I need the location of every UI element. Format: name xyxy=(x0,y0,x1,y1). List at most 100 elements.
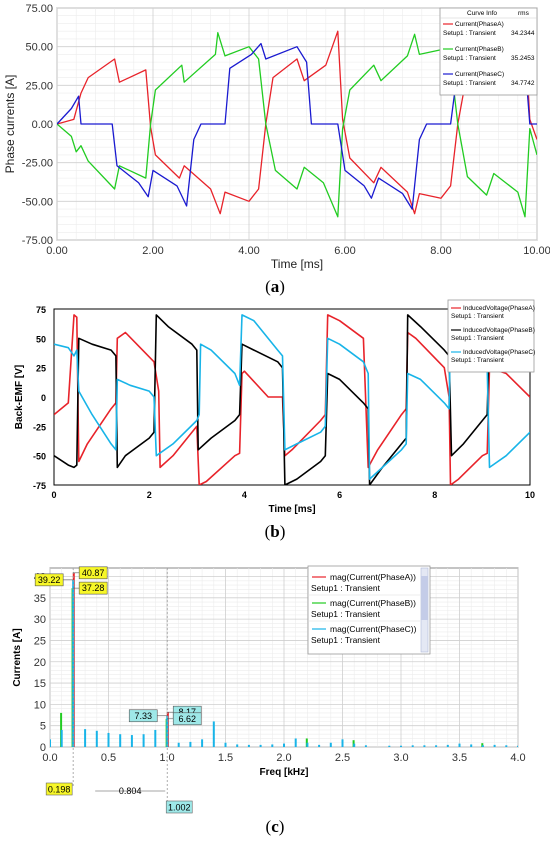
legend-entry-setup: Setup1 : Transient xyxy=(443,55,496,62)
legend-box xyxy=(307,565,431,655)
caption: (a) xyxy=(265,277,285,296)
legend-entry-name: InducedVoltage(PhaseA) xyxy=(463,305,535,312)
marker-label: 8.17 xyxy=(178,707,196,717)
y-axis-label: Currents [A] xyxy=(12,628,23,686)
y-tick-label: -25.00 xyxy=(22,158,53,170)
caption-paren-open: ( xyxy=(265,277,271,296)
y-tick-label: 75.00 xyxy=(25,3,53,15)
y-tick-label: 35 xyxy=(34,593,46,605)
x-tick-label: 4.0 xyxy=(510,752,525,764)
x-tick-label: 6.00 xyxy=(334,245,355,257)
chart-b: 0 2 4 6 8 10 75 50 25 0 -25 -50 -75 Time [ms] Back-EMF… xyxy=(14,299,535,541)
legend-entry-setup: Setup1 : Transient xyxy=(443,80,496,87)
x-axis-label: Time [ms] xyxy=(268,504,315,515)
marker-box xyxy=(128,709,158,723)
x-tick-label: 10 xyxy=(525,490,535,500)
cursor-value-box xyxy=(45,782,73,796)
legend-entry-name: mag(Current(PhaseB)) xyxy=(330,598,416,608)
marker-label: 7.33 xyxy=(134,711,152,721)
legend-entry-name: InducedVoltage(PhaseB) xyxy=(463,327,535,334)
marker-group: 40.87 39.22 37.28 8.17 7.33 6.62 xyxy=(34,566,202,726)
x-tick-label: 6 xyxy=(337,490,342,500)
legend-entry-name: Current(PhaseC) xyxy=(455,71,504,78)
y-tick-label: 50.00 xyxy=(25,42,53,54)
marker-box xyxy=(172,712,202,726)
x-tick-label: 3.0 xyxy=(393,752,408,764)
legend-entry-value: 35.2453 xyxy=(511,55,535,62)
caption-letter: b xyxy=(270,522,279,541)
legend-entry-setup: Setup1 : Transient xyxy=(451,357,504,364)
cursor-value-label: 1.002 xyxy=(168,803,191,813)
series-line-current-phaseb- xyxy=(57,32,537,218)
cursor-group: 0.804 0.198 1.002 xyxy=(45,568,193,814)
caption-paren-close: ) xyxy=(280,522,286,541)
caption: (b) xyxy=(265,522,286,541)
caption-paren-open: ( xyxy=(266,817,272,836)
legend-entry-name: mag(Current(PhaseC)) xyxy=(330,624,417,634)
caption-letter: c xyxy=(271,817,279,836)
y-tick-label: 50 xyxy=(36,334,46,344)
marker-label: 40.87 xyxy=(82,568,105,578)
series-line-inducedvoltage-phasec- xyxy=(54,314,530,480)
x-axis-label: Freq [kHz] xyxy=(260,767,309,778)
legend-box xyxy=(447,299,535,373)
y-tick-label: 5 xyxy=(40,721,46,733)
legend-entry-setup: Setup1 : Transient xyxy=(311,609,381,619)
y-tick-label: 25.00 xyxy=(25,80,53,92)
x-tick-label: 2.0 xyxy=(276,752,291,764)
chart-c: 0.00.51.01.52.02.53.03.54.04035302520151… xyxy=(12,565,526,836)
x-tick-label: 4.00 xyxy=(238,245,259,257)
y-tick-label: -75 xyxy=(33,481,46,491)
series-group xyxy=(50,572,518,747)
marker-label: 6.62 xyxy=(178,714,196,724)
y-tick-label: 75 xyxy=(36,305,46,315)
legend-entry-setup: Setup1 : Transient xyxy=(443,30,496,37)
x-tick-label: 2.00 xyxy=(142,245,163,257)
cursor-value-box xyxy=(165,800,193,814)
chart-a: 0.00 2.00 4.00 6.00 8.00 10.00 75.00 50.00 25.00… xyxy=(3,3,550,296)
legend: InducedVoltage(PhaseA)Setup1 : Transient… xyxy=(447,299,535,373)
caption-letter: a xyxy=(271,277,280,296)
legend-entry-setup: Setup1 : Transient xyxy=(451,335,504,342)
y-tick-label: 20 xyxy=(34,657,46,669)
caption-paren-open: ( xyxy=(265,522,271,541)
legend-entry-name: Current(PhaseB) xyxy=(455,46,504,53)
marker-box xyxy=(78,566,108,580)
caption: (c) xyxy=(266,817,285,836)
marker-label: 37.28 xyxy=(82,583,105,593)
legend-entry-value: 34.2344 xyxy=(511,30,535,37)
legend-entry-name: InducedVoltage(PhaseC) xyxy=(463,349,535,356)
legend: mag(Current(PhaseA))Setup1 : Transientma… xyxy=(307,565,431,655)
legend-entry-setup: Setup1 : Transient xyxy=(311,583,381,593)
y-tick-label: 15 xyxy=(34,678,46,690)
caption-paren-close: ) xyxy=(279,817,285,836)
x-tick-label: 1.5 xyxy=(218,752,233,764)
x-tick-label: 0.0 xyxy=(42,752,57,764)
x-tick-label: 0 xyxy=(51,490,56,500)
y-tick-label: 25 xyxy=(36,364,46,374)
legend-entry-name: mag(Current(PhaseA)) xyxy=(330,572,416,582)
y-tick-label: 0.00 xyxy=(32,119,53,131)
cursor-value-label: 0.198 xyxy=(48,785,71,795)
x-tick-label: 4 xyxy=(242,490,247,500)
x-tick-label: 8 xyxy=(432,490,437,500)
legend-entry-setup: Setup1 : Transient xyxy=(451,313,504,320)
marker-box xyxy=(78,581,108,595)
y-tick-label: 0 xyxy=(40,742,46,754)
y-tick-label: 10 xyxy=(34,699,46,711)
x-tick-label: 2.5 xyxy=(335,752,350,764)
legend-entry-value: 34.7742 xyxy=(511,80,535,87)
legend-box xyxy=(439,7,538,96)
y-tick-label: -25 xyxy=(33,422,46,432)
x-tick-label: 8.00 xyxy=(430,245,451,257)
marker-box xyxy=(34,573,64,587)
series-group xyxy=(54,314,530,485)
legend-header-name: Curve Info xyxy=(467,10,497,17)
x-tick-label: 0.00 xyxy=(46,245,67,257)
marker-label: 39.22 xyxy=(38,575,61,585)
x-tick-label: 0.5 xyxy=(101,752,116,764)
legend-entry-name: Current(PhaseA) xyxy=(455,21,504,28)
legend: Curve Info rms Current(PhaseA) Setup1 : Tra… xyxy=(439,7,538,96)
y-tick-label: 0 xyxy=(41,393,46,403)
